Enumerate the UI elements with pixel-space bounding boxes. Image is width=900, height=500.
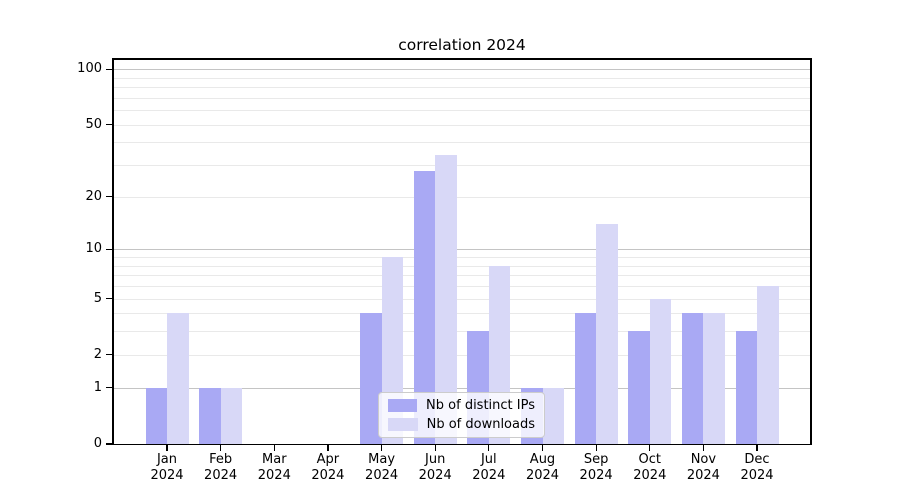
- x-label-oct: Oct 2024: [633, 452, 667, 483]
- x-label-jun: Jun 2024: [418, 452, 452, 483]
- chart-title: correlation 2024: [398, 36, 526, 54]
- x-label-aug: Aug 2024: [525, 452, 560, 483]
- bar-downloads-oct: [649, 298, 672, 444]
- bar-distinct-ips-oct: [628, 331, 650, 444]
- bar-distinct-ips-sep: [574, 313, 597, 444]
- minor-gridline-30: [113, 165, 811, 167]
- minor-gridline-2: [113, 354, 811, 356]
- minor-gridline-70: [113, 97, 811, 99]
- x-tick-sep: [595, 445, 597, 451]
- minor-gridline-60: [113, 110, 811, 112]
- minor-gridline-50: [113, 124, 811, 126]
- x-label-dec: Dec 2024: [740, 452, 774, 483]
- major-gridline-100: [113, 69, 811, 71]
- y-label-50: 50: [85, 116, 102, 132]
- bar-distinct-ips-may: [360, 313, 382, 444]
- x-label-nov: Nov 2024: [686, 452, 720, 483]
- legend-item-downloads: Nb of downloads: [388, 417, 535, 432]
- y-label-10: 10: [85, 241, 102, 257]
- y-label-1: 1: [93, 379, 102, 395]
- legend-swatch-downloads: [388, 418, 418, 431]
- x-label-feb: Feb 2024: [204, 452, 238, 483]
- legend: Nb of distinct IPs Nb of downloads: [378, 392, 545, 438]
- bar-distinct-ips-feb: [199, 387, 221, 444]
- x-tick-mar: [273, 445, 275, 451]
- y-tick-50: [106, 124, 112, 126]
- x-label-jan: Jan 2024: [150, 452, 184, 483]
- x-tick-aug: [541, 445, 544, 451]
- minor-gridline-40: [113, 142, 811, 144]
- y-tick-2: [106, 354, 112, 356]
- x-label-sep: Sep 2024: [579, 452, 613, 483]
- plot-area: [113, 59, 811, 444]
- minor-gridline-3: [113, 331, 811, 333]
- minor-gridline-80: [113, 87, 811, 89]
- x-tick-feb: [220, 445, 222, 451]
- y-tick-10: [106, 248, 112, 250]
- minor-gridline-7: [113, 275, 811, 277]
- major-gridline-10: [113, 249, 811, 251]
- minor-gridline-90: [113, 77, 811, 79]
- x-tick-jan: [166, 445, 168, 451]
- y-label-100: 100: [77, 61, 102, 77]
- y-tick-20: [106, 196, 112, 198]
- minor-gridline-5: [113, 298, 811, 300]
- spine-bottom: [112, 443, 812, 446]
- spine-top: [112, 58, 812, 60]
- x-tick-jun: [434, 445, 436, 451]
- y-tick-0: [106, 443, 112, 445]
- y-tick-5: [106, 297, 112, 300]
- spine-right: [810, 58, 812, 445]
- bar-downloads-jun: [435, 155, 457, 444]
- bar-downloads-sep: [596, 224, 618, 444]
- x-label-apr: Apr 2024: [311, 452, 345, 483]
- x-tick-dec: [756, 445, 758, 451]
- x-label-may: May 2024: [365, 452, 399, 483]
- bar-downloads-dec: [757, 286, 779, 444]
- bar-distinct-ips-jan: [145, 387, 167, 444]
- minor-gridline-20: [113, 196, 811, 198]
- bar-distinct-ips-dec: [735, 331, 757, 444]
- minor-gridline-8: [113, 265, 811, 267]
- bar-downloads-feb: [220, 387, 243, 444]
- bar-downloads-jan: [167, 313, 189, 444]
- x-tick-apr: [327, 445, 329, 451]
- major-gridline-1: [113, 387, 811, 389]
- bar-downloads-aug: [542, 387, 564, 444]
- x-tick-oct: [649, 445, 651, 451]
- legend-swatch-distinct-ips: [388, 399, 418, 412]
- bar-distinct-ips-jun: [413, 170, 436, 444]
- x-tick-nov: [702, 445, 705, 451]
- y-label-20: 20: [85, 188, 102, 204]
- y-label-2: 2: [93, 346, 102, 362]
- legend-label-distinct-ips: Nb of distinct IPs: [426, 398, 535, 413]
- y-tick-1: [106, 387, 112, 389]
- x-tick-may: [381, 445, 383, 451]
- legend-item-distinct-ips: Nb of distinct IPs: [388, 398, 535, 413]
- spine-left: [112, 58, 114, 445]
- minor-gridline-6: [113, 286, 811, 287]
- minor-gridline-9: [113, 257, 811, 258]
- y-label-0: 0: [93, 436, 102, 451]
- y-tick-100: [106, 68, 112, 70]
- minor-gridline-4: [113, 313, 811, 315]
- x-tick-jul: [488, 445, 490, 451]
- y-label-5: 5: [93, 290, 102, 306]
- x-label-mar: Mar 2024: [257, 452, 291, 483]
- bar-distinct-ips-nov: [681, 313, 704, 444]
- x-label-jul: Jul 2024: [472, 452, 506, 483]
- bar-downloads-nov: [703, 313, 725, 444]
- legend-label-downloads: Nb of downloads: [426, 417, 535, 432]
